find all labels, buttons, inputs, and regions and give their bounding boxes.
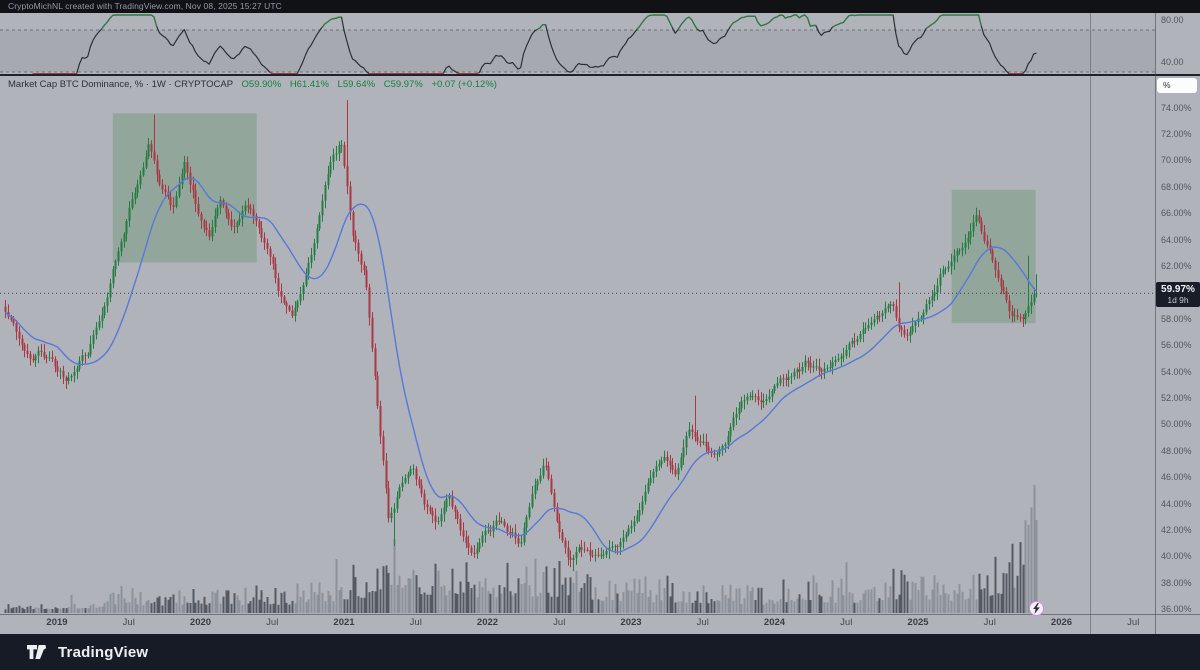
time-axis-jul-label: Jul bbox=[122, 617, 135, 628]
price-axis-label: 70.00% bbox=[1161, 155, 1192, 166]
price-axis-label: 36.00% bbox=[1161, 604, 1192, 615]
price-axis-label: 50.00% bbox=[1161, 419, 1192, 430]
brand-name: TradingView bbox=[58, 643, 149, 661]
price-axis-label: 38.00% bbox=[1161, 577, 1192, 588]
time-axis-jul-label: Jul bbox=[266, 617, 279, 628]
pane-separator[interactable] bbox=[0, 74, 1200, 76]
last-price-label: 59.97% 1d 9h bbox=[1156, 282, 1200, 308]
instant-trading-marker[interactable] bbox=[1029, 601, 1045, 616]
oscillator-axis-label: 80.00 bbox=[1161, 14, 1184, 25]
credit-text: CryptoMichNL created with TradingView.co… bbox=[8, 1, 282, 11]
time-axis-year-label: 2023 bbox=[620, 617, 642, 628]
ohlc-low: L59.64% bbox=[337, 79, 376, 90]
price-axis-separator bbox=[1155, 13, 1156, 634]
price-axis-label: 72.00% bbox=[1161, 128, 1192, 139]
time-axis-year-label: 2022 bbox=[476, 617, 499, 628]
ohlc-close: C59.97% bbox=[383, 79, 423, 90]
price-axis-label: 66.00% bbox=[1161, 208, 1192, 219]
price-axis-label: 42.00% bbox=[1161, 524, 1192, 535]
price-axis-label: 48.00% bbox=[1161, 445, 1192, 456]
price-axis-label: 52.00% bbox=[1161, 392, 1192, 403]
time-axis-jul-label: Jul bbox=[840, 617, 853, 628]
time-axis-year-label: 2021 bbox=[333, 617, 355, 628]
tradingview-logo-icon bbox=[26, 644, 50, 660]
ohlc-open: O59.90% bbox=[241, 79, 282, 90]
oscillator-axis-label: 40.00 bbox=[1161, 56, 1184, 67]
price-axis-label: 58.00% bbox=[1161, 313, 1192, 324]
rsi-oversold bbox=[32, 71, 1023, 75]
price-scale-unit-button[interactable]: % bbox=[1157, 78, 1197, 93]
lightning-icon bbox=[1033, 603, 1041, 614]
time-axis-jul-label: Jul bbox=[1127, 617, 1140, 628]
time-axis-year-label: 2019 bbox=[46, 617, 68, 628]
footer-bar: TradingView bbox=[0, 634, 1200, 670]
price-axis-label: 54.00% bbox=[1161, 366, 1192, 377]
time-axis-jul-label: Jul bbox=[696, 617, 709, 628]
volume-bars-up bbox=[34, 485, 1038, 613]
volume-bars-down bbox=[4, 542, 1025, 613]
symbol-title: Market Cap BTC Dominance, % · 1W · CRYPT… bbox=[8, 79, 233, 90]
price-axis-label: 62.00% bbox=[1161, 260, 1192, 271]
time-axis-separator bbox=[0, 614, 1200, 615]
price-axis-label: 44.00% bbox=[1161, 498, 1192, 509]
ohlc-change: +0.07 (+0.12%) bbox=[431, 79, 497, 90]
time-axis-jul-label: Jul bbox=[409, 617, 422, 628]
price-axis-label: 40.00% bbox=[1161, 551, 1192, 562]
price-axis-label: 74.00% bbox=[1161, 102, 1192, 113]
highlight-box bbox=[951, 189, 1036, 324]
time-axis-year-label: 2020 bbox=[189, 617, 212, 628]
screenshot-credit-bar: CryptoMichNL created with TradingView.co… bbox=[0, 0, 1200, 13]
time-axis-jul-label: Jul bbox=[553, 617, 566, 628]
time-axis-year-label: 2026 bbox=[1050, 617, 1073, 628]
symbol-legend: Market Cap BTC Dominance, % · 1W · CRYPT… bbox=[8, 79, 497, 90]
time-axis-year-label: 2025 bbox=[907, 617, 929, 628]
ma-line bbox=[4, 177, 1038, 553]
price-axis-label: 46.00% bbox=[1161, 472, 1192, 483]
price-axis-label: 64.00% bbox=[1161, 234, 1192, 245]
price-axis-label: 56.00% bbox=[1161, 340, 1192, 351]
chart-background bbox=[0, 13, 1200, 634]
time-axis-jul-label: Jul bbox=[983, 617, 996, 628]
price-axis-label: 68.00% bbox=[1161, 181, 1192, 192]
price-chart-canvas[interactable] bbox=[0, 13, 1155, 634]
ohlc-high: H61.41% bbox=[289, 79, 329, 90]
rsi-band bbox=[0, 30, 1155, 72]
last-price-value: 59.97% bbox=[1161, 284, 1195, 296]
time-axis-year-label: 2024 bbox=[763, 617, 786, 628]
bar-countdown: 1d 9h bbox=[1167, 295, 1189, 306]
highlight-box bbox=[112, 113, 257, 263]
rsi-overbought bbox=[101, 14, 982, 31]
